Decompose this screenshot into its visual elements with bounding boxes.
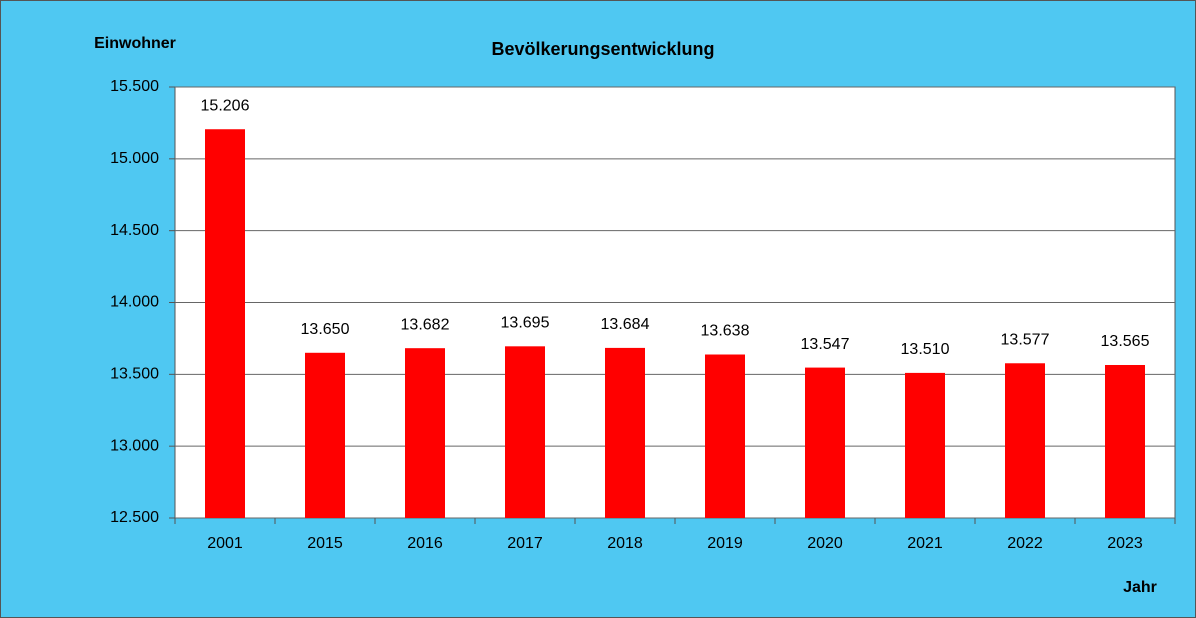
data-label: 13.684 (601, 316, 650, 333)
x-tick-label: 2016 (407, 535, 443, 552)
x-tick-label: 2022 (1007, 535, 1043, 552)
data-label: 13.577 (1001, 331, 1050, 348)
y-axis-label: Einwohner (94, 35, 176, 52)
x-tick-label: 2018 (607, 535, 643, 552)
data-label: 15.206 (201, 97, 250, 114)
bar (805, 367, 845, 518)
x-axis-label: Jahr (1123, 579, 1157, 596)
chart-title: Bevölkerungsentwicklung (491, 39, 714, 59)
x-tick-label: 2017 (507, 535, 543, 552)
x-tick-label: 2019 (707, 535, 743, 552)
bar (505, 346, 545, 518)
data-label: 13.510 (901, 341, 950, 358)
y-tick-label: 14.500 (110, 222, 159, 239)
x-tick-label: 2015 (307, 535, 343, 552)
bar (1005, 363, 1045, 518)
y-tick-label: 15.000 (110, 150, 159, 167)
bar (305, 352, 345, 518)
bar (1105, 364, 1145, 518)
x-tick-label: 2001 (207, 535, 243, 552)
data-label: 13.695 (501, 315, 550, 332)
y-tick-label: 13.500 (110, 366, 159, 383)
y-tick-label: 12.500 (110, 509, 159, 526)
data-label: 13.638 (701, 323, 750, 340)
bar (905, 372, 945, 518)
x-tick-label: 2020 (807, 535, 843, 552)
data-label: 13.682 (401, 316, 450, 333)
bar (205, 129, 245, 518)
bar (605, 347, 645, 518)
x-tick-label: 2021 (907, 535, 943, 552)
data-label: 13.547 (801, 336, 850, 353)
y-tick-label: 14.000 (110, 294, 159, 311)
y-tick-label: 13.000 (110, 437, 159, 454)
y-tick-label: 15.500 (110, 78, 159, 95)
data-label: 13.565 (1101, 333, 1150, 350)
bar (405, 348, 445, 518)
data-label: 13.650 (301, 321, 350, 338)
bar (705, 354, 745, 518)
x-tick-label: 2023 (1107, 535, 1143, 552)
